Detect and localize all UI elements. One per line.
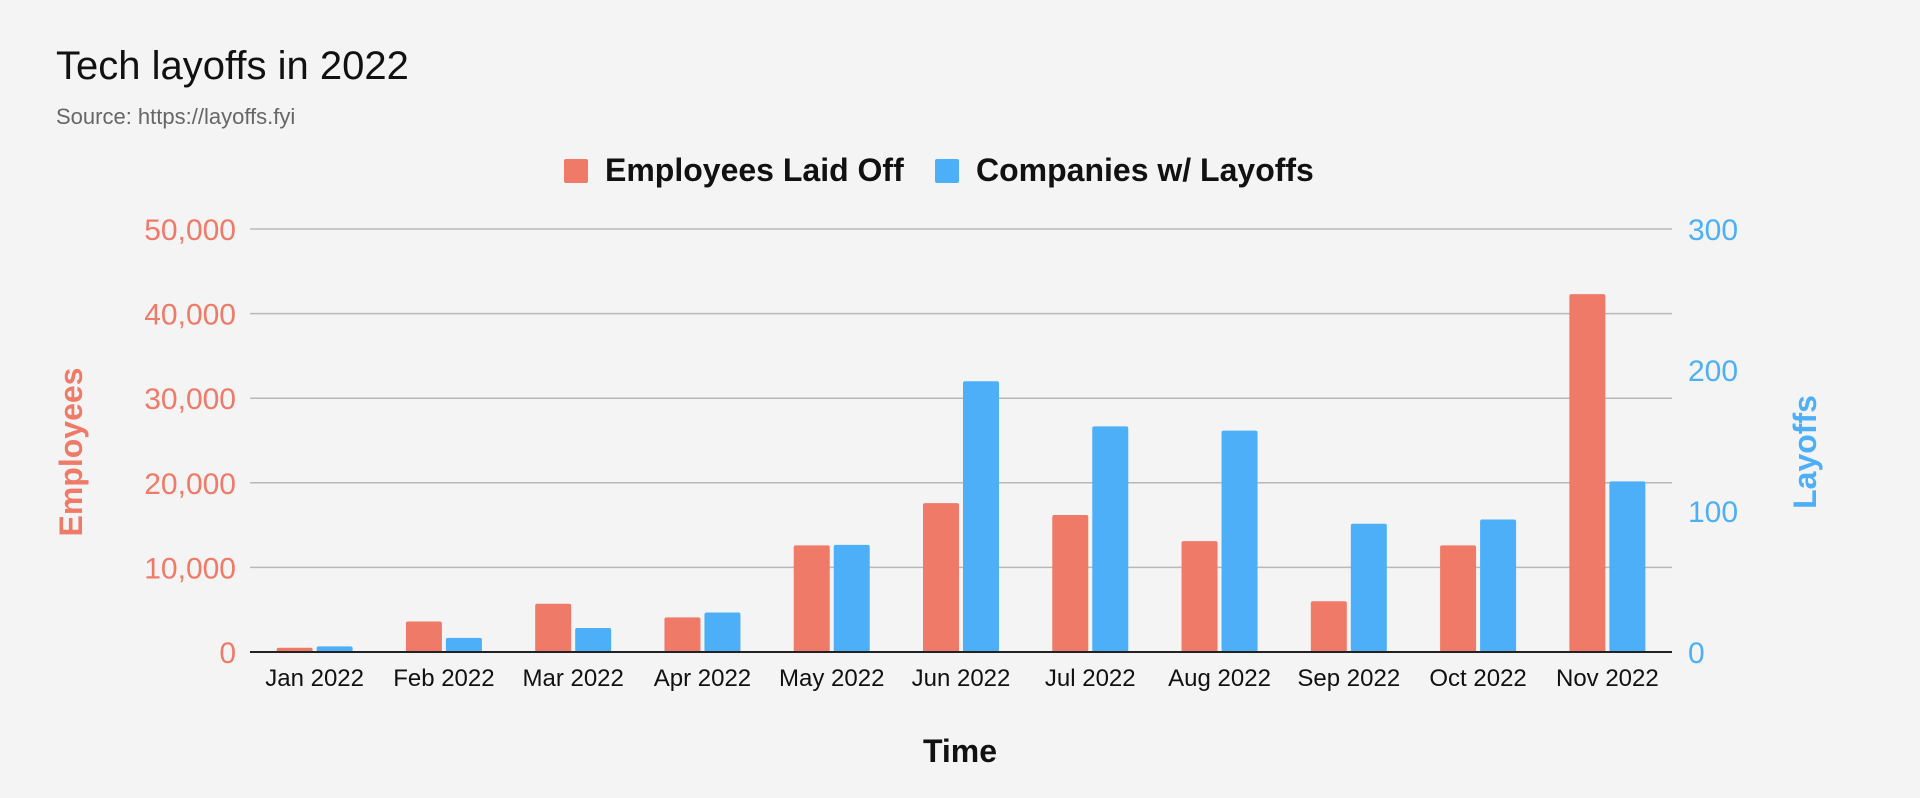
bar-companies-with-layoffs xyxy=(704,612,741,652)
bar-companies-with-layoffs xyxy=(963,381,999,652)
x-tick-label: Apr 2022 xyxy=(654,665,751,692)
x-tick-label: Sep 2022 xyxy=(1297,665,1400,692)
chart-subtitle: Source: https://layoffs.fyi xyxy=(56,104,296,129)
left-tick-label: 50,000 xyxy=(144,214,236,247)
bar-companies-with-layoffs xyxy=(316,646,353,652)
bar-employees-laid-off xyxy=(1181,541,1218,652)
left-tick-label: 10,000 xyxy=(144,552,236,585)
legend-swatch-companies xyxy=(935,159,959,183)
bar-companies-with-layoffs xyxy=(833,544,870,652)
bar-companies-with-layoffs xyxy=(1609,481,1646,652)
x-tick-label: May 2022 xyxy=(779,665,884,692)
right-axis-ticks: 0 100 200 300 xyxy=(1688,214,1738,670)
right-tick-label: 300 xyxy=(1688,214,1738,247)
legend-label-companies: Companies w/ Layoffs xyxy=(976,152,1314,188)
left-tick-label: 40,000 xyxy=(144,299,236,332)
x-tick-label: Feb 2022 xyxy=(393,665,494,692)
left-axis-label: Employees xyxy=(53,368,89,537)
x-tick-label: Oct 2022 xyxy=(1429,665,1526,692)
bar-employees-laid-off xyxy=(405,621,442,652)
left-tick-label: 20,000 xyxy=(144,468,236,501)
right-tick-label: 100 xyxy=(1688,496,1738,529)
right-tick-label: 200 xyxy=(1688,355,1738,388)
bar-companies-with-layoffs xyxy=(1092,426,1129,652)
legend-swatch-employees xyxy=(564,159,588,183)
legend-label-employees: Employees Laid Off xyxy=(605,152,904,188)
right-axis-label: Layoffs xyxy=(1787,395,1823,509)
x-axis-ticks: Jan 2022 Feb 2022 Mar 2022 Apr 2022 May 2022… xyxy=(265,665,1658,692)
bar-companies-with-layoffs xyxy=(1350,523,1387,652)
bar-companies-with-layoffs xyxy=(445,637,482,652)
bar-companies-with-layoffs xyxy=(575,628,612,652)
x-tick-label: Jan 2022 xyxy=(265,665,364,692)
bar-employees-laid-off xyxy=(923,503,959,652)
x-tick-label: Mar 2022 xyxy=(522,665,623,692)
legend: Employees Laid Off Companies w/ Layoffs xyxy=(564,152,1314,188)
bar-employees-laid-off xyxy=(793,545,830,652)
bar-employees-laid-off xyxy=(1440,545,1477,652)
bar-employees-laid-off xyxy=(1052,514,1089,652)
chart-title: Tech layoffs in 2022 xyxy=(56,44,409,88)
left-axis-ticks: 0 10,000 20,000 30,000 40,000 50,000 xyxy=(144,214,236,670)
x-tick-label: Jun 2022 xyxy=(912,665,1011,692)
left-tick-label: 30,000 xyxy=(144,383,236,416)
bar-employees-laid-off xyxy=(1569,294,1606,652)
x-tick-label: Nov 2022 xyxy=(1556,665,1659,692)
bars xyxy=(276,294,1646,652)
x-tick-label: Aug 2022 xyxy=(1168,665,1271,692)
x-axis-label: Time xyxy=(923,733,997,769)
bar-companies-with-layoffs xyxy=(1480,519,1517,652)
bar-employees-laid-off xyxy=(664,617,701,652)
bar-companies-with-layoffs xyxy=(1221,430,1258,652)
gridlines xyxy=(250,228,1672,569)
bar-employees-laid-off xyxy=(276,647,313,652)
right-tick-label: 0 xyxy=(1688,637,1705,670)
bar-employees-laid-off xyxy=(1310,601,1347,652)
x-tick-label: Jul 2022 xyxy=(1045,665,1136,692)
left-tick-label: 0 xyxy=(219,637,236,670)
bar-employees-laid-off xyxy=(535,603,572,652)
